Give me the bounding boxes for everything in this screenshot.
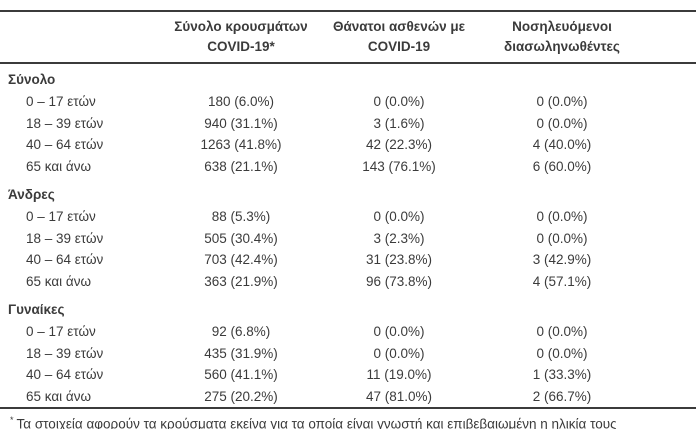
section-title: Γυναίκες — [8, 302, 65, 318]
age-group-label: 18 – 39 ετών — [26, 345, 104, 361]
table-row: 65 και άνω 275 (20.2%) 47 (81.0%) 2 (66.… — [0, 386, 696, 409]
intubated-value: 0 (0.0%) — [536, 230, 588, 246]
intubated-value: 0 (0.0%) — [536, 115, 588, 131]
spacer-cell — [650, 343, 696, 365]
cases-value: 435 (31.9%) — [204, 345, 278, 361]
column-header-deaths-line2: COVID-19 — [367, 38, 431, 54]
table-row: 0 – 17 ετών 88 (5.3%) 0 (0.0%) 0 (0.0%) — [0, 206, 696, 228]
cases-value: 88 (5.3%) — [211, 209, 271, 225]
deaths-value: 47 (81.0%) — [365, 388, 433, 404]
header-row: Σύνολο κρουσμάτων COVID-19* Θάνατοι ασθε… — [0, 11, 696, 64]
section-header-total: Σύνολο — [0, 63, 696, 91]
cases-value: 638 (21.1%) — [204, 158, 278, 174]
cases-value: 92 (6.8%) — [211, 324, 271, 340]
cases-value: 275 (20.2%) — [204, 388, 278, 404]
spacer-cell — [650, 134, 696, 156]
footnote: * Τα στοιχεία αφορούν τα κρούσματα εκείνα… — [0, 409, 696, 429]
deaths-value: 3 (1.6%) — [373, 115, 425, 131]
cases-value: 505 (30.4%) — [204, 230, 278, 246]
table-row: 18 – 39 ετών 435 (31.9%) 0 (0.0%) 0 (0.0… — [0, 343, 696, 365]
spacer-cell — [650, 156, 696, 178]
table-row: 18 – 39 ετών 505 (30.4%) 3 (2.3%) 0 (0.0… — [0, 228, 696, 250]
age-group-label: 40 – 64 ετών — [26, 367, 104, 383]
intubated-value: 1 (33.3%) — [532, 367, 592, 383]
deaths-value: 0 (0.0%) — [373, 94, 425, 110]
intubated-value: 4 (57.1%) — [532, 273, 592, 289]
age-group-label: 65 και άνω — [26, 158, 92, 174]
table-row: 40 – 64 ετών 703 (42.4%) 31 (23.8%) 3 (4… — [0, 249, 696, 271]
cases-value: 940 (31.1%) — [204, 115, 278, 131]
footnote-marker: * — [10, 415, 14, 426]
spacer-cell — [650, 249, 696, 271]
spacer-cell — [650, 206, 696, 228]
table-row: 65 και άνω 363 (21.9%) 96 (73.8%) 4 (57.… — [0, 271, 696, 293]
section-title: Άνδρες — [8, 187, 55, 203]
age-group-label: 40 – 64 ετών — [26, 252, 104, 268]
column-header-intubated: Νοσηλευόμενοι διασωληνωθέντες — [474, 11, 650, 63]
deaths-value: 31 (23.8%) — [365, 252, 433, 268]
deaths-value: 0 (0.0%) — [373, 209, 425, 225]
section-header-women: Γυναίκες — [0, 292, 696, 321]
cases-value: 703 (42.4%) — [204, 252, 278, 268]
age-group-label: 18 – 39 ετών — [26, 230, 104, 246]
column-header-empty — [0, 11, 158, 63]
intubated-value: 0 (0.0%) — [536, 94, 588, 110]
age-group-label: 0 – 17 ετών — [26, 94, 96, 110]
age-group-label: 40 – 64 ετών — [26, 137, 104, 153]
spacer-cell — [650, 321, 696, 343]
deaths-value: 42 (22.3%) — [365, 137, 433, 153]
table-row: 0 – 17 ετών 180 (6.0%) 0 (0.0%) 0 (0.0%) — [0, 91, 696, 113]
age-group-label: 18 – 39 ετών — [26, 115, 104, 131]
age-group-label: 0 – 17 ετών — [26, 209, 96, 225]
deaths-value: 0 (0.0%) — [373, 324, 425, 340]
column-header-deaths: Θάνατοι ασθενών με COVID-19 — [324, 11, 474, 63]
spacer-cell — [650, 228, 696, 250]
table-row: 40 – 64 ετών 560 (41.1%) 11 (19.0%) 1 (3… — [0, 364, 696, 386]
section-title: Σύνολο — [8, 72, 56, 88]
cases-value: 363 (21.9%) — [204, 273, 278, 289]
table-row: 0 – 17 ετών 92 (6.8%) 0 (0.0%) 0 (0.0%) — [0, 321, 696, 343]
intubated-value: 0 (0.0%) — [536, 209, 588, 225]
intubated-value: 2 (66.7%) — [532, 388, 592, 404]
deaths-value: 0 (0.0%) — [373, 345, 425, 361]
spacer-cell — [650, 386, 696, 409]
deaths-value: 3 (2.3%) — [373, 230, 425, 246]
spacer-cell — [650, 364, 696, 386]
column-header-cases-line1: Σύνολο κρουσμάτων — [174, 19, 308, 34]
table-row: 40 – 64 ετών 1263 (41.8%) 42 (22.3%) 4 (… — [0, 134, 696, 156]
footnote-text: Τα στοιχεία αφορούν τα κρούσματα εκείνα … — [16, 416, 617, 429]
age-group-label: 65 και άνω — [26, 388, 92, 404]
column-header-spacer — [650, 11, 696, 63]
deaths-value: 96 (73.8%) — [365, 273, 433, 289]
cases-value: 1263 (41.8%) — [200, 137, 282, 153]
column-header-intubated-line1: Νοσηλευόμενοι — [512, 19, 612, 34]
table-body: Σύνολο 0 – 17 ετών 180 (6.0%) 0 (0.0%) 0… — [0, 63, 696, 408]
cases-value: 180 (6.0%) — [207, 94, 275, 110]
age-group-label: 65 και άνω — [26, 273, 92, 289]
spacer-cell — [650, 113, 696, 135]
intubated-value: 6 (60.0%) — [532, 158, 592, 174]
intubated-value: 0 (0.0%) — [536, 324, 588, 340]
column-header-deaths-line1: Θάνατοι ασθενών με — [332, 19, 466, 34]
spacer-cell — [650, 91, 696, 113]
column-header-cases-line2: COVID-19* — [207, 38, 275, 54]
table-row: 65 και άνω 638 (21.1%) 143 (76.1%) 6 (60… — [0, 156, 696, 178]
table-header: Σύνολο κρουσμάτων COVID-19* Θάνατοι ασθε… — [0, 11, 696, 64]
column-header-cases: Σύνολο κρουσμάτων COVID-19* — [158, 11, 324, 63]
deaths-value: 143 (76.1%) — [362, 158, 436, 174]
spacer-cell — [650, 271, 696, 293]
age-group-label: 0 – 17 ετών — [26, 324, 96, 340]
intubated-value: 3 (42.9%) — [532, 252, 592, 268]
table-row: 18 – 39 ετών 940 (31.1%) 3 (1.6%) 0 (0.0… — [0, 113, 696, 135]
intubated-value: 0 (0.0%) — [536, 345, 588, 361]
cases-value: 560 (41.1%) — [204, 367, 278, 383]
column-header-intubated-line2: διασωληνωθέντες — [504, 38, 620, 54]
covid-stats-table: Σύνολο κρουσμάτων COVID-19* Θάνατοι ασθε… — [0, 10, 696, 410]
deaths-value: 11 (19.0%) — [366, 367, 432, 383]
section-header-men: Άνδρες — [0, 177, 696, 206]
intubated-value: 4 (40.0%) — [532, 137, 592, 153]
